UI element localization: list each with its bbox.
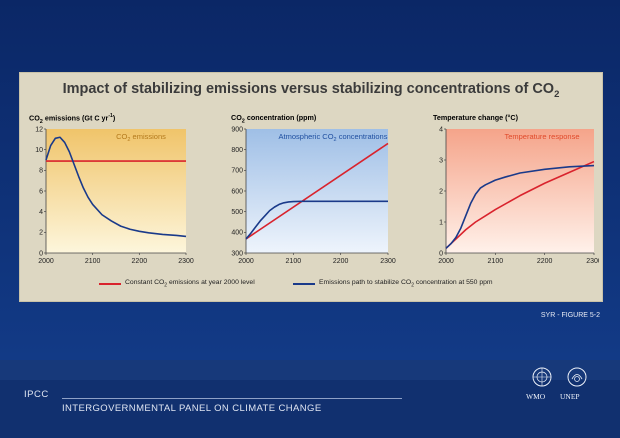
plot-area — [446, 129, 594, 253]
y-tick-label: 2 — [39, 230, 43, 237]
inner-chart-title: Temperature response — [504, 132, 579, 141]
x-tick-label: 2000 — [238, 258, 254, 265]
y-tick-label: 10 — [35, 147, 43, 154]
plot-area — [46, 129, 186, 253]
legend-swatch-blue — [293, 282, 315, 285]
concentration-axis-title: CO2 concentration (ppm) — [231, 113, 317, 125]
legend-swatch-red — [99, 282, 121, 285]
temperature-chart: 0 1 2 3 4 2000 2100 2200 2300 Temperature respons… — [438, 126, 599, 265]
x-tick-label: 2000 — [38, 258, 54, 265]
y-tick-label: 800 — [231, 147, 243, 154]
y-tick-label: 600 — [231, 188, 243, 195]
temperature-axis-title: Temperature change (°C) — [433, 113, 519, 122]
x-tick-label: 2300 — [380, 258, 396, 265]
x-tick-label: 2200 — [132, 258, 148, 265]
unep-logo-text: UNEP — [560, 392, 580, 401]
y-tick-label: 6 — [39, 188, 43, 195]
footer-divider — [62, 398, 402, 399]
y-tick-label: 700 — [231, 168, 243, 175]
series-line-stabilize-concentration — [445, 164, 595, 249]
footer: IPCC INTERGOVERNMENTAL PANEL ON CLIMATE … — [0, 360, 620, 438]
x-tick-label: 2200 — [333, 258, 349, 265]
y-tick-label: 2 — [439, 188, 443, 195]
series-line-stabilize-concentration — [245, 200, 388, 240]
legend-label-stabilize: Emissions path to stabilize CO2 concentr… — [319, 279, 493, 289]
x-tick-label: 2300 — [586, 258, 599, 265]
y-tick-label: 12 — [35, 126, 43, 133]
x-tick-label: 2200 — [537, 258, 553, 265]
legend-item-stabilize: Emissions path to stabilize CO2 concentr… — [293, 279, 493, 288]
legend-label-constant: Constant CO2 emissions at year 2000 leve… — [125, 279, 255, 289]
y-tick-label: 3 — [439, 157, 443, 164]
figure-reference: SYR - FIGURE 5-2 — [540, 312, 600, 319]
wmo-logo-text: WMO — [526, 392, 546, 401]
x-tick-label: 2100 — [85, 258, 101, 265]
legend: Constant CO2 emissions at year 2000 leve… — [20, 279, 602, 293]
y-tick-label: 4 — [39, 209, 43, 216]
x-tick-label: 2300 — [178, 258, 194, 265]
series-line-constant-emissions — [245, 142, 389, 240]
y-tick-label: 0 — [39, 250, 43, 257]
y-tick-label: 500 — [231, 209, 243, 216]
x-tick-label: 2100 — [488, 258, 504, 265]
x-tick-label: 2100 — [286, 258, 302, 265]
emissions-chart: 0 2 4 6 8 10 12 2000 2100 2200 2300 CO2 emissions — [35, 126, 194, 265]
series-line-stabilize-concentration — [45, 136, 187, 238]
legend-item-constant: Constant CO2 emissions at year 2000 leve… — [99, 279, 255, 288]
y-tick-label: 0 — [439, 250, 443, 257]
inner-chart-title: Atmospheric CO2 concentrations — [279, 132, 388, 143]
figure-title: Impact of stabilizing emissions versus s… — [62, 81, 560, 100]
inner-chart-title: CO2 emissions — [116, 132, 166, 143]
y-tick-label: 300 — [231, 250, 243, 257]
brand-label: IPCC — [24, 389, 49, 400]
footer-band — [0, 360, 620, 380]
y-tick-label: 900 — [231, 126, 243, 133]
y-tick-label: 400 — [231, 230, 243, 237]
emissions-axis-title: CO2 emissions (Gt C yr-1) — [29, 113, 116, 125]
figure-panel: Impact of stabilizing emissions versus s… — [19, 72, 603, 302]
y-tick-label: 4 — [439, 126, 443, 133]
series-line-constant-emissions — [445, 160, 595, 249]
y-tick-label: 1 — [439, 219, 443, 226]
y-tick-label: 8 — [39, 168, 43, 175]
wmo-logo-icon — [532, 367, 552, 387]
x-tick-label: 2000 — [438, 258, 454, 265]
unep-logo-icon — [567, 367, 587, 387]
concentration-chart: 300 400 500 600 700 800 900 2000 2100 2200 2300 Atm… — [231, 126, 396, 265]
organization-name: INTERGOVERNMENTAL PANEL ON CLIMATE CHANG… — [62, 403, 322, 414]
